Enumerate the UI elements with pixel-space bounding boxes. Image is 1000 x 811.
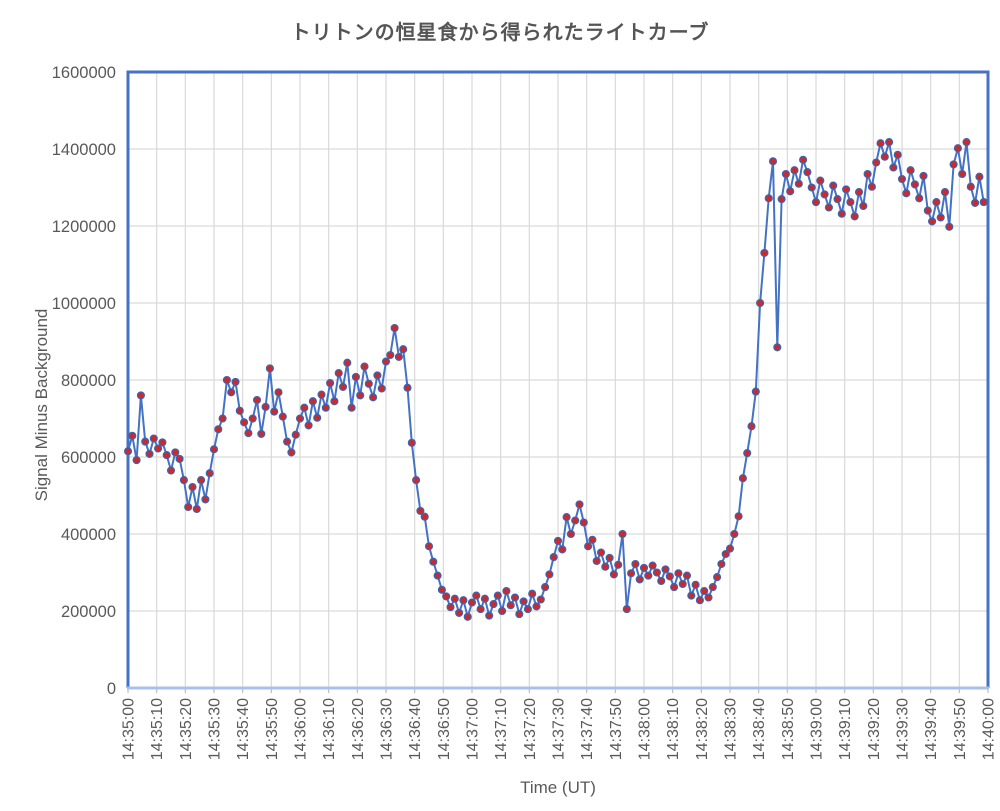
svg-text:14:37:10: 14:37:10	[493, 698, 510, 760]
gridlines	[128, 72, 988, 688]
svg-text:14:36:30: 14:36:30	[379, 698, 396, 760]
svg-text:14:36:00: 14:36:00	[293, 698, 310, 760]
svg-text:14:37:20: 14:37:20	[522, 698, 539, 760]
svg-text:14:38:40: 14:38:40	[751, 698, 768, 760]
svg-text:200000: 200000	[61, 603, 116, 621]
svg-text:14:39:00: 14:39:00	[809, 698, 826, 760]
svg-text:600000: 600000	[61, 449, 116, 467]
svg-text:14:35:00: 14:35:00	[121, 698, 138, 760]
svg-text:14:38:30: 14:38:30	[723, 698, 740, 760]
svg-text:0: 0	[107, 680, 116, 698]
svg-text:14:39:50: 14:39:50	[952, 698, 969, 760]
svg-text:14:35:10: 14:35:10	[149, 698, 166, 760]
svg-text:14:36:50: 14:36:50	[436, 698, 453, 760]
plot-border	[126, 70, 990, 690]
svg-text:1400000: 1400000	[52, 141, 116, 159]
svg-text:1200000: 1200000	[52, 218, 116, 236]
y-tick-labels: 0 200000 400000 600000 800000 1000000 1200000 1…	[52, 64, 116, 698]
svg-text:14:40:00: 14:40:00	[981, 698, 998, 760]
svg-text:14:38:00: 14:38:00	[637, 698, 654, 760]
svg-text:14:36:10: 14:36:10	[321, 698, 338, 760]
svg-text:14:36:20: 14:36:20	[350, 698, 367, 760]
svg-text:14:37:30: 14:37:30	[551, 698, 568, 760]
svg-text:800000: 800000	[61, 372, 116, 390]
svg-text:14:39:10: 14:39:10	[837, 698, 854, 760]
svg-text:14:38:20: 14:38:20	[694, 698, 711, 760]
svg-text:14:39:40: 14:39:40	[923, 698, 940, 760]
chart-title: トリトンの恒星食から得られたライトカーブ	[290, 22, 710, 44]
x-axis-title: Time (UT)	[520, 778, 596, 797]
svg-text:14:37:40: 14:37:40	[579, 698, 596, 760]
svg-text:14:36:40: 14:36:40	[407, 698, 424, 760]
svg-text:14:38:10: 14:38:10	[665, 698, 682, 760]
svg-text:1600000: 1600000	[52, 64, 116, 82]
svg-text:14:35:40: 14:35:40	[235, 698, 252, 760]
svg-text:14:35:50: 14:35:50	[264, 698, 281, 760]
svg-text:14:37:50: 14:37:50	[608, 698, 625, 760]
svg-text:14:35:20: 14:35:20	[178, 698, 195, 760]
svg-text:14:39:30: 14:39:30	[895, 698, 912, 760]
svg-text:14:37:00: 14:37:00	[465, 698, 482, 760]
svg-text:14:35:30: 14:35:30	[207, 698, 224, 760]
data-markers	[123, 138, 988, 621]
svg-text:14:39:20: 14:39:20	[866, 698, 883, 760]
svg-text:1000000: 1000000	[52, 295, 116, 313]
svg-text:400000: 400000	[61, 526, 116, 544]
svg-text:14:38:50: 14:38:50	[780, 698, 797, 760]
x-tick-labels: 14:35:00 14:35:10 14:35:20 14:35:30 14:35:40…	[121, 698, 998, 760]
